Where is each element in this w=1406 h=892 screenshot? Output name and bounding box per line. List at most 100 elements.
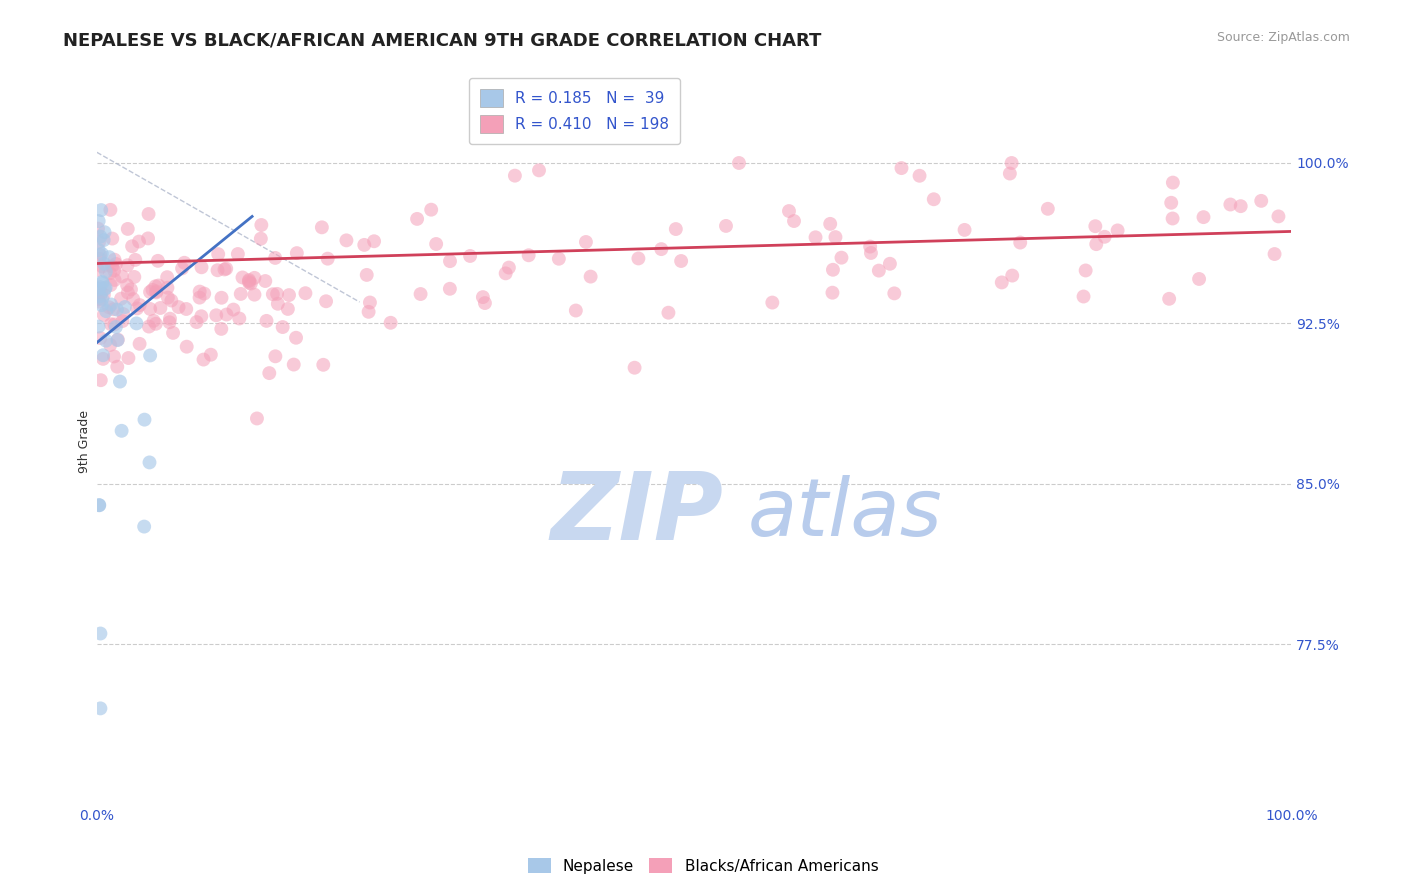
Point bbox=[471, 290, 494, 304]
Point bbox=[243, 287, 266, 301]
Point bbox=[87, 214, 110, 228]
Point bbox=[139, 349, 162, 363]
Point bbox=[1036, 202, 1059, 216]
Point bbox=[990, 276, 1012, 290]
Point bbox=[1085, 237, 1108, 252]
Point bbox=[238, 276, 260, 290]
Point bbox=[87, 282, 110, 296]
Point bbox=[229, 287, 252, 301]
Point bbox=[87, 263, 110, 277]
Point bbox=[239, 277, 262, 291]
Point bbox=[167, 300, 190, 314]
Point bbox=[1074, 263, 1097, 277]
Point bbox=[87, 319, 110, 334]
Point bbox=[124, 269, 146, 284]
Point bbox=[1250, 194, 1272, 208]
Point bbox=[125, 317, 148, 331]
Point bbox=[359, 295, 381, 310]
Point bbox=[312, 358, 335, 372]
Point bbox=[91, 260, 114, 274]
Point bbox=[100, 317, 122, 331]
Point bbox=[162, 326, 184, 340]
Point bbox=[103, 252, 125, 267]
Point bbox=[89, 248, 111, 262]
Point bbox=[121, 239, 143, 253]
Y-axis label: 9th Grade: 9th Grade bbox=[79, 409, 91, 473]
Point bbox=[107, 333, 129, 347]
Point bbox=[93, 233, 115, 247]
Point bbox=[728, 156, 751, 170]
Point bbox=[139, 285, 162, 299]
Point bbox=[190, 260, 212, 275]
Point bbox=[231, 270, 253, 285]
Point bbox=[264, 349, 287, 363]
Point bbox=[278, 288, 301, 302]
Point bbox=[89, 289, 111, 303]
Point bbox=[159, 315, 181, 329]
Point bbox=[669, 254, 692, 268]
Point bbox=[98, 250, 121, 264]
Point bbox=[250, 232, 273, 246]
Point bbox=[93, 287, 115, 301]
Point bbox=[315, 294, 337, 309]
Point bbox=[783, 214, 806, 228]
Point bbox=[98, 266, 121, 280]
Point bbox=[380, 316, 402, 330]
Point bbox=[1010, 235, 1032, 250]
Point bbox=[409, 287, 432, 301]
Point bbox=[1159, 292, 1181, 306]
Point bbox=[87, 293, 110, 307]
Point bbox=[1264, 247, 1286, 261]
Point bbox=[266, 286, 288, 301]
Point bbox=[100, 202, 122, 217]
Point bbox=[439, 254, 461, 268]
Point bbox=[246, 411, 269, 425]
Point bbox=[176, 340, 198, 354]
Point bbox=[495, 266, 517, 280]
Point bbox=[498, 260, 520, 275]
Point bbox=[103, 350, 125, 364]
Point bbox=[139, 301, 162, 316]
Point bbox=[91, 275, 114, 289]
Point bbox=[87, 235, 110, 249]
Point bbox=[761, 295, 783, 310]
Point bbox=[125, 301, 148, 316]
Point bbox=[259, 366, 281, 380]
Point bbox=[173, 256, 195, 270]
Point bbox=[222, 302, 245, 317]
Point bbox=[503, 169, 526, 183]
Point bbox=[172, 261, 194, 276]
Point bbox=[243, 271, 266, 285]
Point bbox=[156, 281, 179, 295]
Point bbox=[228, 311, 250, 326]
Point bbox=[565, 303, 588, 318]
Point bbox=[100, 297, 122, 311]
Point bbox=[250, 218, 273, 232]
Point bbox=[238, 274, 260, 288]
Point bbox=[138, 455, 160, 469]
Point bbox=[138, 319, 160, 334]
Point bbox=[128, 235, 150, 249]
Point bbox=[211, 291, 233, 305]
Point bbox=[104, 257, 127, 271]
Point bbox=[134, 519, 156, 533]
Point bbox=[114, 300, 136, 314]
Point bbox=[406, 211, 429, 226]
Point bbox=[207, 247, 229, 261]
Point bbox=[87, 243, 110, 257]
Point bbox=[122, 292, 145, 306]
Point bbox=[107, 333, 129, 347]
Point bbox=[148, 278, 170, 293]
Point bbox=[575, 235, 598, 249]
Point bbox=[215, 261, 238, 276]
Point bbox=[105, 359, 128, 374]
Point bbox=[87, 221, 110, 235]
Point bbox=[254, 274, 277, 288]
Point bbox=[357, 305, 380, 319]
Point bbox=[103, 318, 125, 332]
Point bbox=[145, 285, 167, 299]
Point bbox=[117, 258, 139, 272]
Point bbox=[353, 238, 375, 252]
Point bbox=[93, 257, 115, 271]
Point bbox=[859, 239, 882, 253]
